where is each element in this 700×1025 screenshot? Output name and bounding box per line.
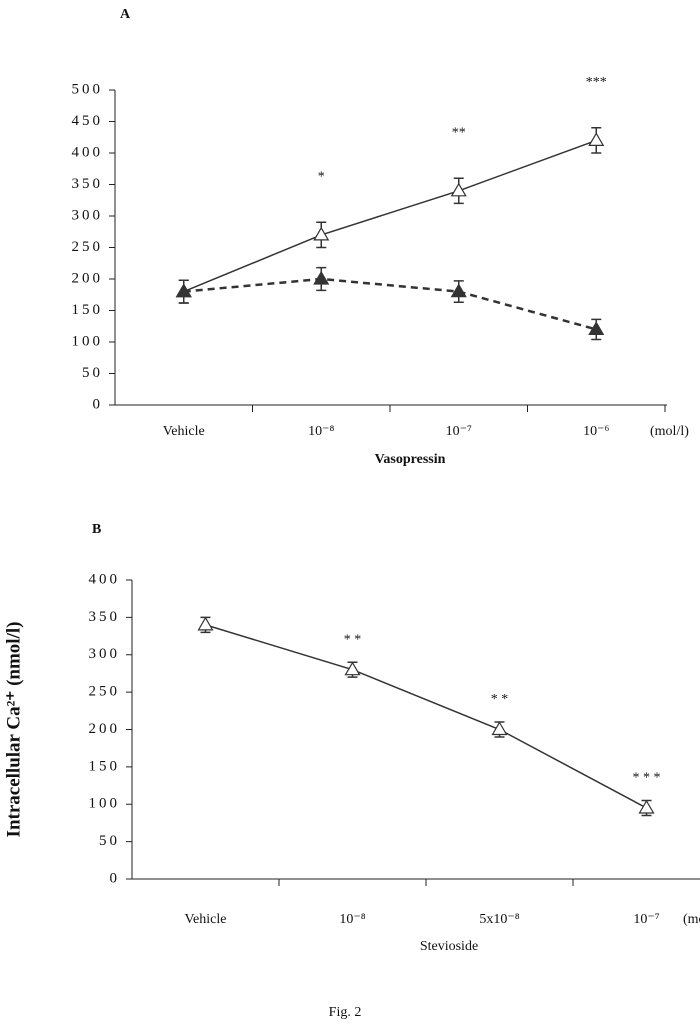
significance-label: ** [452,125,466,140]
x-unit: (mol/l) [683,912,700,927]
series-line [183,277,597,331]
series-line [183,139,597,293]
marker [588,132,605,146]
chart-title: A [120,7,131,22]
marker [450,182,467,197]
marker [344,661,361,676]
y-tick-label: 300 [72,207,104,223]
x-tick-label: 5x10⁻⁸ [479,912,519,927]
marker [491,721,508,736]
y-tick-label: 350 [89,609,121,625]
x-tick-label: Vehicle [185,912,227,927]
marker [588,321,605,335]
y-tick-label: 0 [110,870,121,886]
y-tick-label: 250 [72,239,104,255]
y-tick-label: 500 [72,81,104,97]
marker [313,270,330,285]
y-tick-label: 0 [93,396,104,412]
y-tick-label: 400 [72,144,104,160]
x-axis-title: Vasopressin [375,452,446,467]
y-tick-label: 300 [89,646,121,662]
x-tick-label: 10⁻⁷ [633,912,659,927]
y-tick-label: 400 [89,571,121,587]
y-tick-label: 100 [89,796,121,812]
marker [197,616,214,631]
x-unit: (mol/l) [650,424,689,439]
y-tick-label: 200 [89,721,121,737]
series-line [205,624,647,809]
y-tick-label: 50 [99,833,120,849]
significance-label: * * * [633,771,661,786]
significance-label: * [318,170,325,185]
significance-label: *** [586,75,607,90]
x-tick-label: 10⁻⁶ [583,424,609,439]
significance-label: * * [491,692,509,707]
y-tick-label: 150 [89,758,121,774]
marker [175,283,192,298]
significance-label: * * [344,632,362,647]
marker [450,283,467,298]
x-tick-label: Vehicle [163,424,205,439]
y-tick-label: 100 [72,333,104,349]
y-tick-label: 350 [72,176,104,192]
marker [638,799,655,814]
x-tick-label: 10⁻⁸ [339,912,365,927]
y-tick-label: 50 [82,365,103,381]
y-tick-label: 250 [89,684,121,700]
chart-title: B [92,522,101,537]
y-tick-label: 200 [72,270,104,286]
y-tick-label: 150 [72,302,104,318]
y-tick-label: 450 [72,113,104,129]
caption: Fig. 2 [329,1005,362,1020]
x-axis-title: Stevioside [420,939,478,954]
y-axis-title: Intracellular Ca²⁺ (nmol/l) [3,622,24,838]
x-tick-label: 10⁻⁸ [308,424,334,439]
x-tick-label: 10⁻⁷ [446,424,472,439]
marker [313,226,330,241]
